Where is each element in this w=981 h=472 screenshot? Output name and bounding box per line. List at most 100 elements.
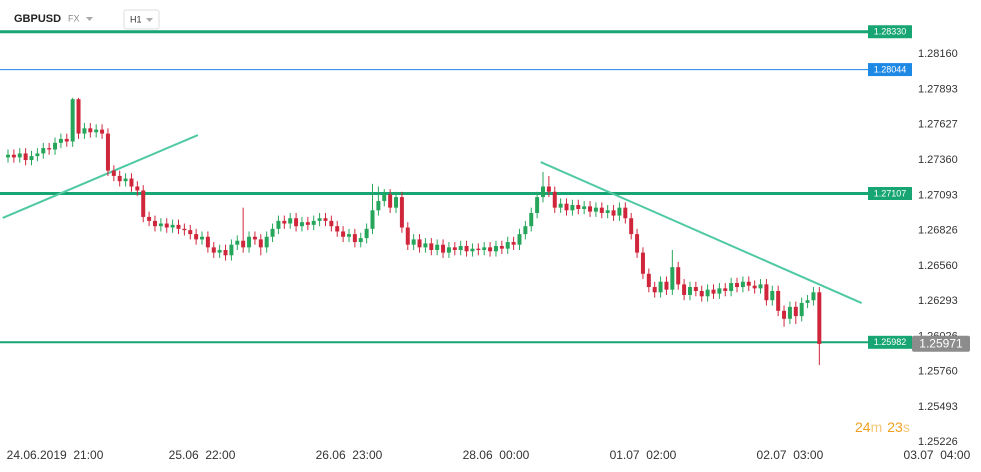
y-tick-label: 1.27627 [918, 119, 958, 131]
candle-body [658, 281, 663, 293]
candle-body [364, 228, 369, 239]
candle-body [64, 138, 69, 142]
candle-body [752, 285, 757, 289]
candle-body [341, 231, 346, 237]
symbol: GBPUSD [14, 13, 61, 25]
candle-body [358, 238, 363, 243]
candle-body [117, 175, 122, 182]
candle-body [764, 284, 769, 301]
candle-body [670, 267, 675, 290]
candle-body [335, 226, 340, 232]
timer-part: 23 [887, 419, 903, 435]
current-price-box [912, 335, 970, 352]
candle-body [252, 236, 257, 240]
candle-body [105, 133, 110, 171]
candle-body [323, 218, 328, 221]
candle-body [311, 220, 316, 225]
y-tick-label: 1.26293 [918, 295, 958, 307]
trendline [2, 134, 199, 219]
candle-body [282, 220, 287, 224]
level-label: 1.28330 [874, 27, 907, 37]
candle-body [352, 234, 357, 243]
candle-body [29, 156, 34, 161]
candle-body [746, 281, 751, 286]
candle-body [11, 154, 16, 158]
candle-body [552, 191, 557, 208]
timeframe[interactable]: H1 [130, 14, 142, 24]
trendline [540, 161, 863, 304]
dropdown-arrow[interactable] [86, 17, 93, 21]
candle-body [423, 243, 428, 248]
market[interactable]: FX [68, 13, 80, 23]
candle-body [211, 247, 216, 253]
candle-body [129, 178, 134, 187]
candle-body [47, 148, 52, 150]
candle-body [288, 218, 293, 224]
candle-body [735, 283, 740, 288]
candle-body [217, 249, 222, 253]
candle-body [488, 247, 493, 252]
header: GBPUSD FX H1 [14, 9, 160, 30]
candle-body [682, 284, 687, 295]
candle-body [652, 287, 657, 293]
candle-body [152, 220, 157, 227]
x-tick-label: 03.07 04:00 [904, 448, 971, 462]
level-label: 1.27107 [874, 188, 907, 198]
candle-body [70, 99, 75, 142]
candle-body [223, 249, 228, 256]
level-label: 1.28044 [874, 64, 907, 74]
candle-body [740, 281, 745, 288]
timeframe-box[interactable] [123, 9, 160, 30]
level-label-box [868, 25, 912, 39]
candle-body [270, 228, 275, 237]
candle-body [176, 224, 181, 229]
candle-body [164, 223, 169, 228]
candle-body [346, 234, 351, 237]
candle-body [405, 227, 410, 245]
candle-body [529, 212, 534, 227]
candle-body [235, 240, 240, 245]
candle-body [817, 292, 822, 344]
candle-body [558, 203, 563, 208]
x-tick-label: 25.06 22:00 [169, 448, 236, 462]
candle-body [41, 148, 46, 154]
candle-body [247, 236, 252, 248]
candle-body [523, 226, 528, 235]
candle-body [200, 236, 205, 240]
candle-body [776, 290, 781, 311]
candle-body [417, 239, 422, 248]
candle-body [770, 290, 775, 301]
candle-body [782, 310, 787, 319]
current-price-label: 1.25971 [919, 336, 963, 350]
candle-body [699, 290, 704, 297]
dropdown-arrow[interactable] [146, 18, 153, 22]
level-label-box [868, 63, 912, 77]
candle-body [399, 197, 404, 228]
candle-body [182, 228, 187, 231]
candle-body [541, 186, 546, 198]
candle-body [100, 129, 105, 134]
y-tick-label: 1.27360 [918, 154, 958, 166]
candle-body [623, 207, 628, 219]
candle-body [88, 128, 93, 133]
candle-body [593, 207, 598, 212]
candle-body [111, 170, 116, 176]
candle-body [294, 218, 299, 227]
candle-body [23, 153, 28, 161]
candle-body [205, 236, 210, 248]
candle-body [499, 246, 504, 249]
candle-body [588, 206, 593, 212]
y-tick-label: 1.25226 [918, 436, 958, 448]
candle-body [158, 223, 163, 227]
candle-body [305, 222, 310, 225]
timer-part: m [871, 419, 883, 435]
level-label-box [868, 335, 912, 349]
candle-body [617, 207, 622, 216]
y-tick-label: 1.25760 [918, 366, 958, 378]
candle-body [723, 288, 728, 291]
candle-body [5, 154, 10, 158]
candle-body [517, 234, 522, 245]
candle-body [299, 222, 304, 227]
